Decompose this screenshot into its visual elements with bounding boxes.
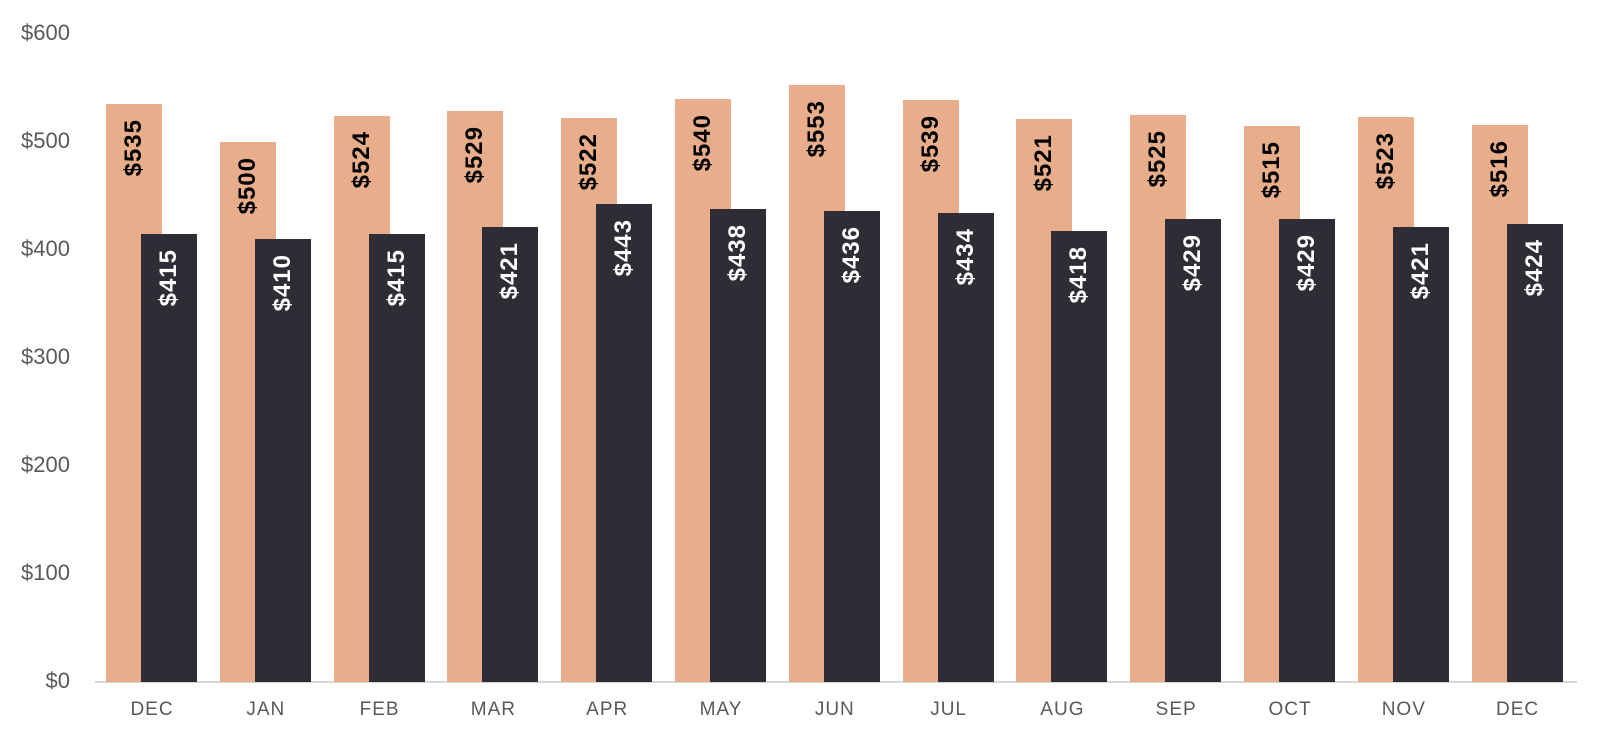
bar-series-dark-0: $415 [141, 233, 197, 682]
y-axis-tick-label: $300 [21, 344, 70, 369]
x-axis-label: DEC [1496, 699, 1540, 720]
bar-value-label: $443 [610, 218, 638, 276]
bar-value-label: $522 [575, 133, 603, 191]
bar-value-label: $500 [233, 157, 261, 215]
bar-series-dark-12: $424 [1506, 224, 1563, 682]
x-axis-label: NOV [1381, 699, 1426, 720]
bar-value-label: $523 [1371, 132, 1399, 190]
bar-value-label: $421 [496, 242, 524, 300]
bar-series-dark-6: $436 [823, 211, 880, 682]
y-axis-tick-label: $0 [45, 668, 70, 693]
bar-series-dark-7: $434 [937, 213, 994, 682]
bar-series-dark-9: $429 [1165, 218, 1222, 682]
bar-value-label: $529 [461, 125, 489, 184]
y-axis-tick-label: $600 [21, 20, 70, 45]
bar-value-label: $515 [1258, 140, 1285, 199]
x-axis-label: MAR [470, 699, 516, 720]
bar-series-dark-8: $418 [1051, 230, 1108, 682]
x-axis-label: DEC [130, 699, 174, 720]
y-axis-tick-label: $500 [21, 128, 70, 153]
y-axis-tick-label: $400 [21, 236, 70, 261]
x-axis-label: JAN [246, 699, 286, 720]
x-axis-label: JUN [814, 699, 855, 720]
bar-value-label: $434 [951, 228, 979, 286]
bar-series-dark-5: $438 [710, 208, 766, 682]
bar-value-label: $424 [1520, 239, 1548, 297]
bar-value-label: $429 [1293, 233, 1320, 292]
x-axis-label: JUL [930, 699, 967, 720]
bar-value-label: $410 [268, 254, 296, 312]
bar-value-label: $415 [382, 248, 410, 307]
bar-series-dark-10: $429 [1279, 218, 1335, 682]
bar-value-label: $553 [802, 99, 830, 158]
bar-value-label: $418 [1065, 245, 1093, 303]
x-axis-label: OCT [1268, 699, 1312, 720]
bar-value-label: $540 [689, 113, 716, 172]
y-axis-tick-label: $200 [21, 452, 70, 477]
x-axis-label: FEB [359, 699, 400, 720]
bar-series-dark-3: $421 [482, 227, 539, 682]
bar-value-label: $436 [837, 226, 865, 284]
x-axis-label: AUG [1040, 699, 1085, 720]
bar-value-label: $421 [1406, 242, 1434, 300]
bar-value-label: $516 [1485, 139, 1513, 198]
bar-value-label: $535 [120, 119, 147, 177]
bar-series-dark-2: $415 [368, 233, 425, 682]
bar-series-dark-4: $443 [596, 203, 653, 682]
bar-value-label: $524 [347, 131, 375, 189]
x-axis-label: MAY [699, 699, 743, 720]
x-axis-label: APR [586, 699, 629, 720]
bar-value-label: $438 [724, 223, 751, 282]
bar-value-label: $415 [155, 248, 182, 307]
x-axis-label: SEP [1155, 699, 1197, 720]
bar-value-label: $539 [916, 114, 944, 173]
bar-series-dark-1: $410 [254, 239, 311, 682]
bar-value-label: $525 [1144, 130, 1172, 188]
bar-value-label: $521 [1030, 134, 1058, 192]
y-axis-tick-label: $100 [21, 560, 70, 585]
bar-series-dark-11: $421 [1392, 227, 1449, 682]
bar-value-label: $429 [1179, 233, 1207, 292]
x-axis-baseline [95, 681, 1577, 683]
